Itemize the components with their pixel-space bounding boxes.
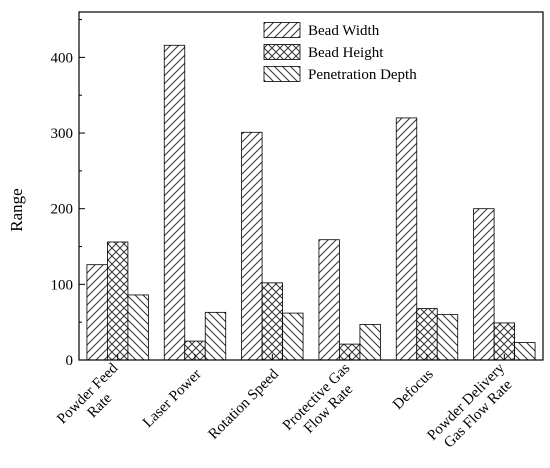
bar-bead-height xyxy=(416,308,438,361)
bar-bead-width xyxy=(395,117,418,361)
y-tick-label: 100 xyxy=(51,277,74,293)
bar-bead-width xyxy=(473,208,495,361)
bar-bead-height xyxy=(261,282,283,361)
x-axis-category-labels: Powder FeedRate Laser Power Rotation Speed… xyxy=(54,360,520,456)
y-axis-ticks: 0 100 200 300 400 xyxy=(51,19,85,369)
bar-bead-height xyxy=(107,241,129,361)
x-category-label: Powder DeliveryGas Flow Rate xyxy=(424,360,520,456)
legend-swatch xyxy=(263,66,301,82)
legend-swatch xyxy=(263,44,301,60)
y-tick-label: 200 xyxy=(51,202,74,218)
y-tick-label: 0 xyxy=(66,353,74,369)
y-axis-title: Range xyxy=(7,188,26,231)
y-tick-label: 300 xyxy=(51,126,74,142)
bar-bead-width xyxy=(318,239,340,361)
bar-penetration-depth xyxy=(359,324,381,361)
x-category-label: Defocus xyxy=(390,366,437,413)
bar-bead-width xyxy=(86,264,108,361)
x-category-label: Rotation Speed xyxy=(206,366,283,443)
x-axis-ticks xyxy=(117,354,505,360)
legend-label: Bead Height xyxy=(308,45,384,61)
plot-frame xyxy=(78,11,544,361)
legend-swatch xyxy=(263,22,301,38)
legend-label: Penetration Depth xyxy=(308,67,417,83)
x-category-label: Powder FeedRate xyxy=(54,360,133,439)
y-tick-label: 400 xyxy=(51,50,74,66)
bars-group xyxy=(86,44,536,361)
x-category-label: Protective GasFlow Rate xyxy=(280,360,366,446)
bar-penetration-depth xyxy=(127,294,149,361)
legend: Bead Width Bead Height Penetration Depth xyxy=(263,22,417,83)
x-category-label: Laser Power xyxy=(140,366,205,431)
bar-bead-width xyxy=(163,44,186,361)
legend-label: Bead Width xyxy=(308,23,380,39)
bar-penetration-depth xyxy=(282,312,304,361)
bar-penetration-depth xyxy=(436,314,459,361)
bar-bead-width xyxy=(241,131,263,361)
bar-penetration-depth xyxy=(514,342,536,361)
bar-penetration-depth xyxy=(204,311,227,361)
